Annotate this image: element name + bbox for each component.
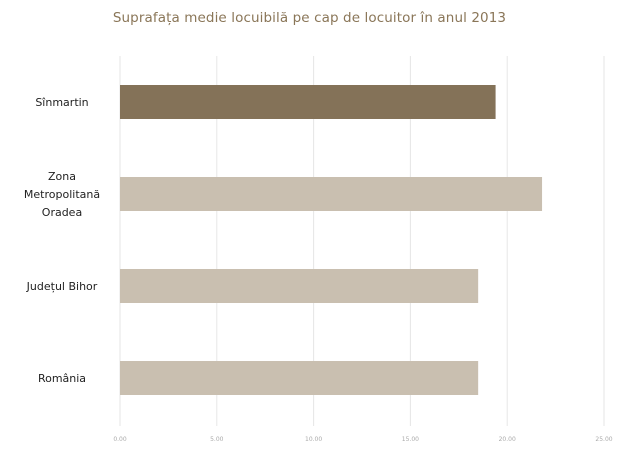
x-tick-label: 5.00 — [210, 436, 224, 443]
y-category-label: Județul Bihor — [26, 280, 98, 293]
y-category-label: Sînmartin — [35, 96, 88, 109]
y-category-label-line: Oradea — [42, 206, 82, 219]
y-category-label-line: România — [38, 372, 86, 385]
y-category-label-line: Metropolitană — [24, 188, 100, 201]
bar — [120, 177, 543, 211]
chart-title: Suprafața medie locuibilă pe cap de locu… — [112, 10, 507, 26]
y-category-label-line: Sînmartin — [35, 96, 88, 109]
x-tick-label: 0.00 — [113, 436, 127, 443]
bar — [120, 361, 479, 395]
x-tick-label: 10.00 — [305, 436, 322, 443]
bar — [120, 269, 479, 303]
x-tick-label: 15.00 — [402, 436, 419, 443]
x-tick-label: 20.00 — [499, 436, 516, 443]
y-category-label: România — [38, 372, 86, 385]
x-tick-label: 25.00 — [595, 436, 612, 443]
y-category-label-line: Zona — [48, 170, 76, 183]
y-category-label: Zona Metropolitană Oradea — [24, 170, 100, 219]
y-category-label-line: Județul Bihor — [26, 280, 98, 293]
bar — [120, 85, 496, 119]
